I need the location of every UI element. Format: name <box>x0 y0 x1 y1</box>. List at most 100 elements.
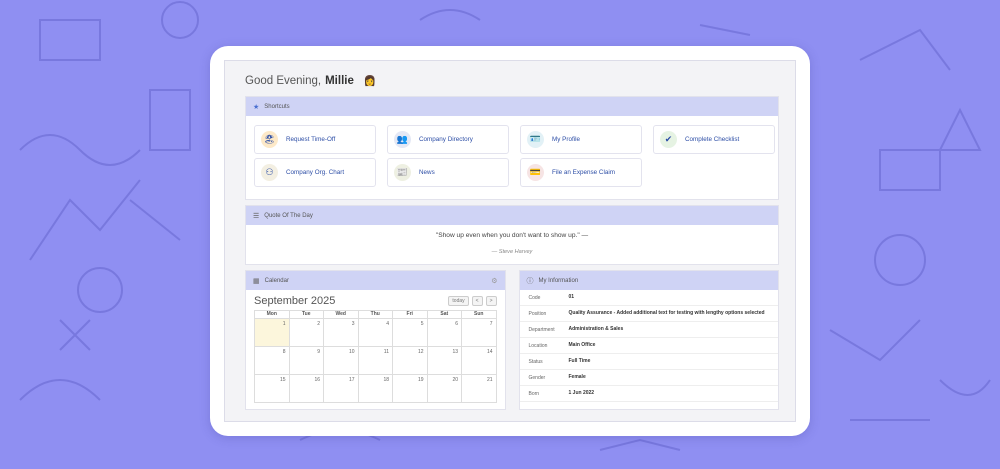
weekday-header: Mon <box>255 311 290 319</box>
info-value: Female <box>568 374 586 380</box>
calendar-title: Calendar <box>264 277 289 284</box>
info-key: Location <box>528 342 548 349</box>
calendar-day-cell[interactable]: 19 <box>393 375 428 403</box>
calendar-month: September 2025 <box>254 295 336 307</box>
calendar-day-cell[interactable]: 16 <box>289 375 324 403</box>
shortcuts-panel: ★ Shortcuts 🏖 Request Time-Off 👥 Company… <box>245 96 779 200</box>
settings-icon[interactable]: ⚙ <box>491 277 498 285</box>
info-key: Code <box>528 294 541 301</box>
info-row: Born 1 Jun 2022 <box>519 386 778 402</box>
calendar-day-cell[interactable]: 2 <box>289 319 324 347</box>
weekday-header: Sat <box>427 311 462 319</box>
calendar-header: ▦ Calendar ⚙ <box>246 271 505 290</box>
calendar-day-cell[interactable]: 20 <box>427 375 462 403</box>
quote-icon: ☰ <box>253 212 260 220</box>
info-row: Gender Female <box>519 370 778 386</box>
weekday-header: Sun <box>462 311 497 319</box>
checklist-icon: ✔ <box>660 131 677 148</box>
shortcut-file-expense-claim[interactable]: 💳 File an Expense Claim <box>520 158 642 187</box>
info-value: Main Office <box>568 342 596 348</box>
shortcut-complete-checklist[interactable]: ✔ Complete Checklist <box>653 125 775 154</box>
expense-icon: 💳 <box>527 164 544 181</box>
quote-author: — Steve Harvey <box>491 249 533 255</box>
quote-header: ☰ Quote Of The Day <box>246 206 778 225</box>
info-key: Gender <box>528 374 546 381</box>
info-row: Location Main Office <box>519 338 778 354</box>
info-row: Code 01 <box>519 290 778 306</box>
info-key: Position <box>528 310 547 317</box>
calendar-panel: ▦ Calendar ⚙ September 2025 today < > Mo… <box>245 270 506 410</box>
avatar-icon: 👩 <box>363 75 377 87</box>
next-month-button[interactable]: > <box>485 296 497 306</box>
shortcut-label: Request Time-Off <box>286 136 336 143</box>
shortcut-label: News <box>419 169 435 176</box>
quote-body: "Show up even when you don't want to sho… <box>246 225 778 264</box>
calendar-day-cell[interactable]: 17 <box>324 375 359 403</box>
app-screen: Good Evening, Millie 👩 ★ Shortcuts 🏖 Req… <box>224 60 796 422</box>
info-row: Position Quality Assurance - Added additi… <box>519 306 778 322</box>
calendar-day-cell[interactable]: 3 <box>324 319 359 347</box>
calendar-controls: today < > <box>448 296 497 306</box>
calendar-day-cell[interactable]: 6 <box>427 319 462 347</box>
calendar-day-cell[interactable]: 4 <box>358 319 393 347</box>
shortcuts-grid: 🏖 Request Time-Off 👥 Company Directory 🪪… <box>246 116 778 199</box>
people-icon: 👥 <box>394 131 411 148</box>
info-icon: ⓘ <box>526 277 534 285</box>
calendar-grid: Mon Tue Wed Thu Fri Sat Sun 1 2 3 4 5 6 7 8 9 10 11 12 13 14… <box>254 310 497 403</box>
prev-month-button[interactable]: < <box>471 296 483 306</box>
info-key: Status <box>528 358 543 365</box>
shortcut-label: Complete Checklist <box>685 136 740 143</box>
calendar-day-cell[interactable]: 8 <box>255 347 290 375</box>
info-key: Born <box>528 390 540 397</box>
info-row: Department Administration & Sales <box>519 322 778 338</box>
weekday-header: Fri <box>393 311 428 319</box>
calendar-day-cell[interactable]: 13 <box>427 347 462 375</box>
today-button[interactable]: today <box>448 296 469 306</box>
info-value: Quality Assurance - Added additional tex… <box>568 310 765 316</box>
star-icon: ★ <box>253 103 260 111</box>
quote-title: Quote Of The Day <box>264 212 313 219</box>
shortcut-request-time-off[interactable]: 🏖 Request Time-Off <box>254 125 376 154</box>
info-value: Administration & Sales <box>568 326 624 332</box>
calendar-header-left: ▦ Calendar <box>253 277 289 285</box>
info-header: ⓘ My Information <box>519 271 778 290</box>
id-card-icon: 🪪 <box>527 131 544 148</box>
shortcut-news[interactable]: 📰 News <box>387 158 509 187</box>
news-icon: 📰 <box>394 164 411 181</box>
bottom-row: ▦ Calendar ⚙ September 2025 today < > Mo… <box>245 270 779 410</box>
quote-text: "Show up even when you don't want to sho… <box>435 232 589 239</box>
calendar-day-cell[interactable]: 18 <box>358 375 393 403</box>
info-title: My Information <box>538 277 579 284</box>
shortcut-label: My Profile <box>552 136 580 143</box>
calendar-day-cell[interactable]: 12 <box>393 347 428 375</box>
shortcut-label: Company Org. Chart <box>286 169 345 176</box>
calendar-day-cell[interactable]: 14 <box>462 347 497 375</box>
shortcuts-header: ★ Shortcuts <box>246 97 778 116</box>
shortcut-my-profile[interactable]: 🪪 My Profile <box>520 125 642 154</box>
greeting: Good Evening, Millie 👩 <box>245 71 779 91</box>
quote-panel: ☰ Quote Of The Day "Show up even when yo… <box>245 205 779 265</box>
shortcut-company-directory[interactable]: 👥 Company Directory <box>387 125 509 154</box>
calendar-day-cell[interactable]: 15 <box>255 375 290 403</box>
calendar-day-cell[interactable]: 21 <box>462 375 497 403</box>
greeting-name: Millie <box>325 75 354 87</box>
calendar-day-cell[interactable]: 11 <box>358 347 393 375</box>
shortcuts-title: Shortcuts <box>264 103 290 110</box>
shortcut-company-org-chart[interactable]: ⚇ Company Org. Chart <box>254 158 376 187</box>
calendar-day-cell[interactable]: 5 <box>393 319 428 347</box>
calendar-icon: ▦ <box>253 277 260 285</box>
info-value: 1 Jun 2022 <box>568 390 595 396</box>
calendar-day-cell[interactable]: 7 <box>462 319 497 347</box>
info-value: Full Time <box>568 358 591 364</box>
calendar-day-cell[interactable]: 1 <box>255 319 290 347</box>
greeting-prefix: Good Evening, <box>245 75 322 87</box>
calendar-day-cell[interactable]: 9 <box>289 347 324 375</box>
shortcut-label: File an Expense Claim <box>552 169 615 176</box>
calendar-day-cell[interactable]: 10 <box>324 347 359 375</box>
info-row: Status Full Time <box>519 354 778 370</box>
info-rows: Code 01 Position Quality Assurance - Added … <box>519 290 778 402</box>
calendar-toolbar: September 2025 today < > <box>246 290 505 310</box>
shortcut-label: Company Directory <box>419 136 473 143</box>
my-information-panel: ⓘ My Information Code 01 Position Quality A… <box>518 270 779 410</box>
